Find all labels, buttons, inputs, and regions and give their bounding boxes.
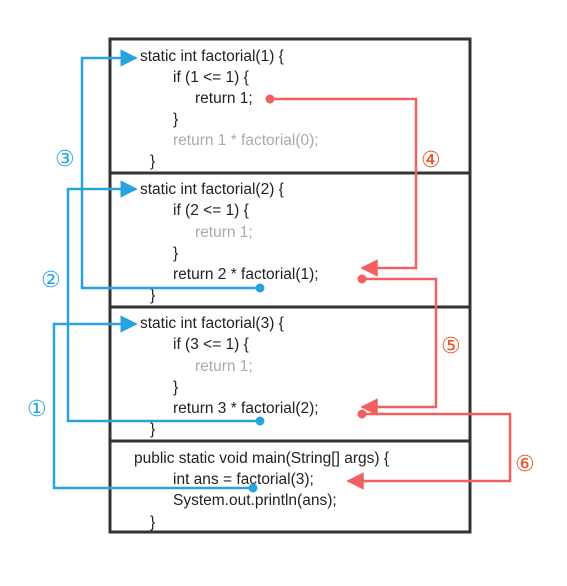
call-label-2: ② bbox=[41, 268, 61, 293]
code-line: static int factorial(2) { bbox=[140, 181, 284, 198]
code-line: } bbox=[150, 421, 155, 438]
return-arrow-5 bbox=[360, 277, 438, 416]
return-dots bbox=[265, 94, 367, 419]
return-dot bbox=[357, 274, 367, 284]
code-line: static int factorial(1) { bbox=[140, 48, 284, 65]
return-arrow-4 bbox=[270, 97, 418, 277]
code-line: } bbox=[173, 245, 178, 262]
frame-factorial-1: static int factorial(1) { if (1 <= 1) { … bbox=[140, 48, 319, 170]
code-line: return 1; bbox=[195, 90, 253, 107]
code-line: static int factorial(3) { bbox=[140, 315, 284, 332]
return-dot bbox=[265, 94, 275, 104]
code-line: return 1; bbox=[195, 358, 253, 375]
frame-factorial-3: static int factorial(3) { if (3 <= 1) { … bbox=[140, 315, 319, 438]
code-line: return 1; bbox=[195, 224, 253, 241]
call-dot bbox=[248, 483, 258, 493]
return-label-4: ④ bbox=[421, 148, 441, 173]
code-line: return 3 * factorial(2); bbox=[173, 400, 319, 417]
call-arrow-3 bbox=[80, 49, 260, 290]
return-arrow-6 bbox=[346, 412, 512, 490]
return-label-5: ⑤ bbox=[441, 334, 461, 359]
call-arrows bbox=[52, 49, 260, 490]
code-line: } bbox=[150, 514, 155, 531]
frame-main: public static void main(String[] args) {… bbox=[134, 450, 389, 531]
code-line: int ans = factorial(3); bbox=[173, 471, 314, 488]
code-line: return 1 * factorial(0); bbox=[173, 132, 319, 149]
call-dots bbox=[248, 283, 265, 493]
code-line: return 2 * factorial(1); bbox=[173, 266, 319, 283]
frame-factorial-2: static int factorial(2) { if (2 <= 1) { … bbox=[140, 181, 319, 304]
call-label-1: ① bbox=[27, 397, 47, 422]
code-line: System.out.println(ans); bbox=[173, 492, 337, 509]
code-line: } bbox=[150, 287, 155, 304]
call-label-3: ③ bbox=[55, 147, 75, 172]
code-line: } bbox=[173, 379, 178, 396]
code-line: if (1 <= 1) { bbox=[173, 69, 249, 86]
call-dot bbox=[255, 283, 265, 293]
code-line: } bbox=[150, 153, 155, 170]
return-label-6: ⑥ bbox=[515, 452, 535, 477]
code-line: public static void main(String[] args) { bbox=[134, 450, 389, 467]
return-dot bbox=[357, 409, 367, 419]
code-line: if (3 <= 1) { bbox=[173, 336, 249, 353]
code-line: if (2 <= 1) { bbox=[173, 202, 249, 219]
call-arrow-2 bbox=[66, 180, 260, 423]
return-arrows bbox=[270, 97, 512, 490]
call-stack-box bbox=[108, 37, 472, 534]
call-arrow-1 bbox=[52, 315, 253, 490]
code-line: } bbox=[173, 111, 178, 128]
call-dot bbox=[255, 416, 265, 426]
